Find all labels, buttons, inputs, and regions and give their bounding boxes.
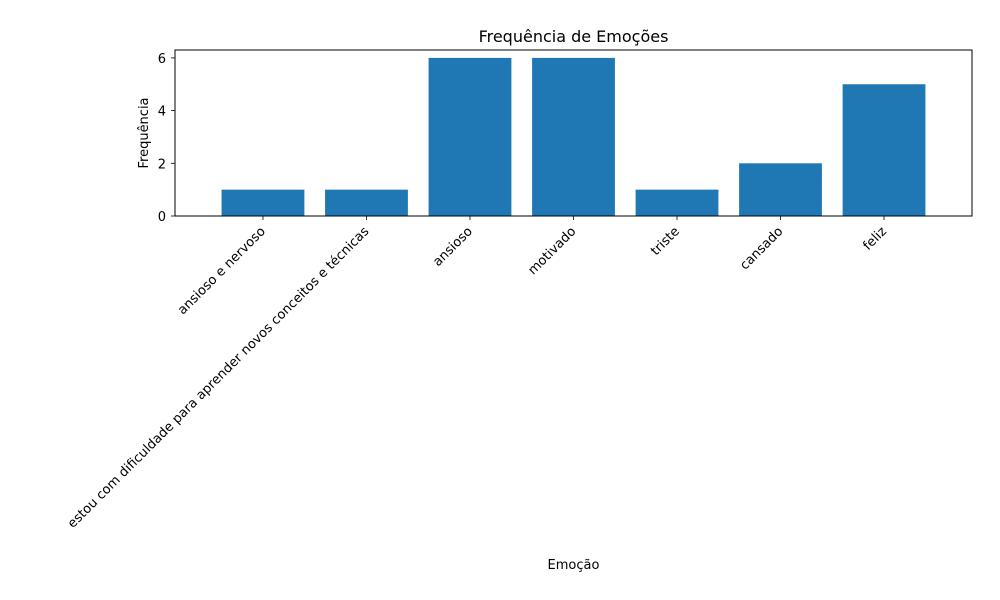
bar-5 [739, 163, 822, 216]
x-tick-label: feliz [860, 224, 890, 254]
y-tick-label: 0 [158, 210, 166, 225]
x-tick-label: triste [648, 224, 683, 259]
chart-title: Frequência de Emoções [479, 27, 669, 46]
bar-1 [325, 189, 408, 216]
y-tick-label: 4 [158, 105, 166, 120]
x-axis-label: Emoção [548, 558, 600, 573]
y-tick-label: 6 [158, 52, 166, 67]
y-axis-ticks: 0 2 4 6 [158, 52, 175, 225]
bar-2 [428, 57, 512, 217]
x-tick-label: ansioso [430, 224, 475, 269]
x-tick-label: cansado [737, 224, 786, 273]
bars-group [221, 57, 926, 217]
x-tick-label: ansioso e nervoso [175, 224, 269, 318]
y-axis-label: Frequência [137, 97, 152, 168]
bar-3 [532, 57, 615, 217]
bar-4 [635, 189, 719, 216]
bar-6 [842, 84, 926, 216]
y-tick-label: 2 [158, 157, 166, 172]
x-tick-label: motivado [525, 224, 579, 278]
bar-0 [221, 189, 305, 216]
plot-area-frame [174, 49, 973, 217]
